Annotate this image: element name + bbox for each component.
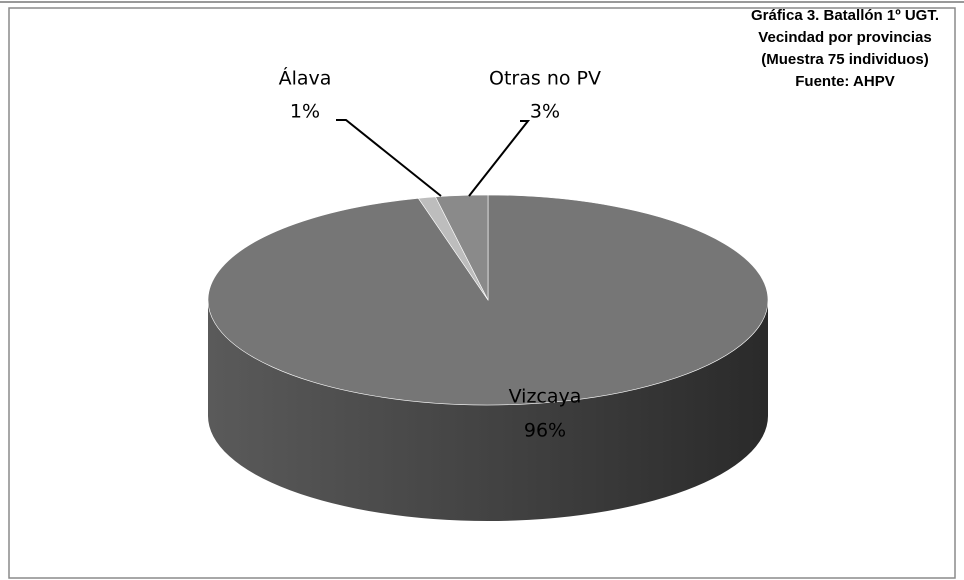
chart-title: (Muestra 75 individuos) xyxy=(761,51,929,68)
value-label: 96% xyxy=(524,420,566,442)
chart-title: Fuente: AHPV xyxy=(795,73,894,90)
pie-side xyxy=(208,300,768,521)
value-label: 1% xyxy=(290,101,320,123)
slice-label: Otras no PV xyxy=(489,68,601,90)
leader-line xyxy=(468,120,531,197)
slice-label: Álava xyxy=(279,67,332,90)
chart-title: Gráfica 3. Batallón 1º UGT. xyxy=(751,7,939,24)
leader-line xyxy=(336,119,442,197)
value-label: 3% xyxy=(530,101,560,123)
pie-slice xyxy=(435,194,489,301)
slice-label: Vizcaya xyxy=(509,386,582,408)
chart-title: Vecindad por provincias xyxy=(758,29,931,46)
